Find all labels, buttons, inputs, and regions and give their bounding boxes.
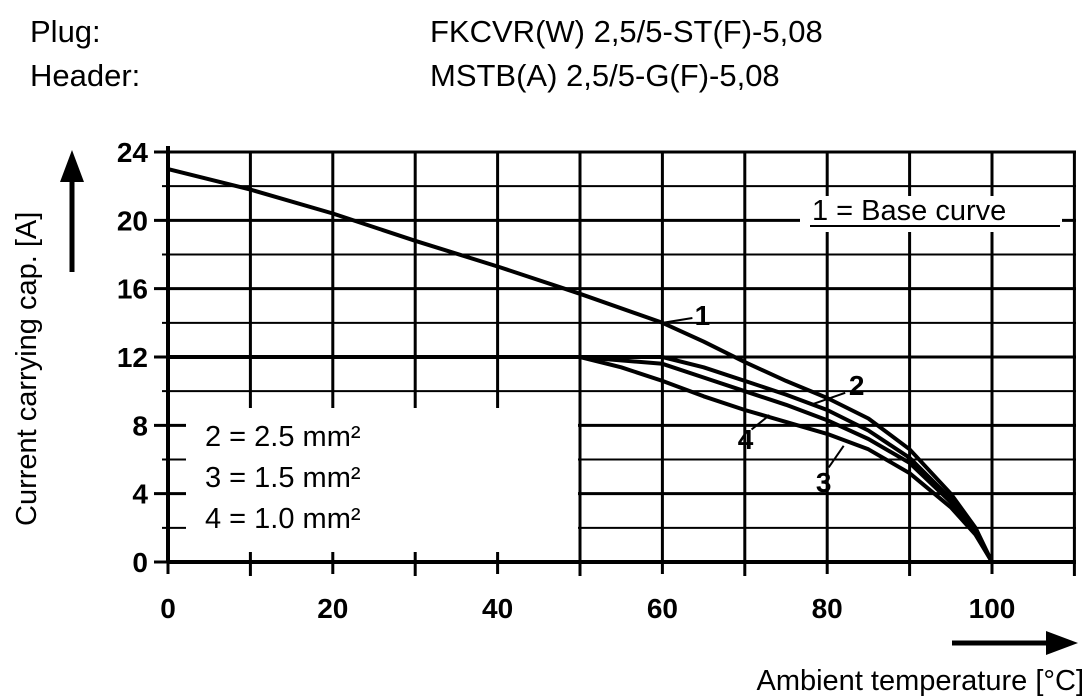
y-tick-label: 4 (132, 479, 148, 510)
legend-section-4: 4 = 1.0 mm² (205, 503, 361, 535)
curve-label-leader (750, 414, 771, 431)
curve-label-1: 1 (695, 300, 711, 331)
x-tick-label: 60 (647, 593, 678, 624)
y-axis-title: Current carrying cap. [A] (11, 212, 43, 526)
x-tick-label: 100 (969, 593, 1016, 624)
header-label: Header: (30, 58, 141, 93)
y-axis-arrow (60, 150, 84, 272)
y-tick-label: 16 (117, 274, 148, 305)
y-tick-label: 8 (132, 410, 148, 441)
curve-label-3: 3 (816, 467, 832, 498)
x-tick-label: 80 (812, 593, 843, 624)
curve-label-leader (827, 445, 845, 469)
legend-sections-mask (186, 408, 578, 552)
x-axis-title: Ambient temperature [°C] (756, 665, 1084, 697)
legend-section-3: 3 = 1.5 mm² (205, 462, 361, 494)
curves (167, 167, 994, 564)
x-axis-arrow (952, 631, 1078, 655)
legend-section-2: 2 = 2.5 mm² (205, 421, 361, 453)
plug-label: Plug: (30, 14, 101, 49)
y-tick-label: 20 (117, 205, 148, 236)
curve-label-leader (662, 317, 693, 324)
y-tick-label: 0 (132, 547, 148, 578)
plug-value: FKCVR(W) 2,5/5-ST(F)-5,08 (430, 14, 823, 49)
curve-label-2: 2 (849, 370, 865, 401)
y-tick-label: 24 (117, 137, 149, 168)
series-4-line (168, 355, 994, 564)
curve-label-4: 4 (738, 424, 754, 455)
y-tick-label: 12 (117, 342, 148, 373)
x-tick-label: 20 (317, 593, 348, 624)
x-tick-label: 40 (482, 593, 513, 624)
header-value: MSTB(A) 2,5/5-G(F)-5,08 (430, 58, 780, 93)
legend-base: 1 = Base curve (812, 195, 1006, 227)
x-tick-label: 0 (160, 593, 176, 624)
curve-labels: 1 2 3 4 (662, 300, 865, 498)
curve-label-leader (810, 391, 846, 406)
series-1-line (167, 167, 994, 563)
